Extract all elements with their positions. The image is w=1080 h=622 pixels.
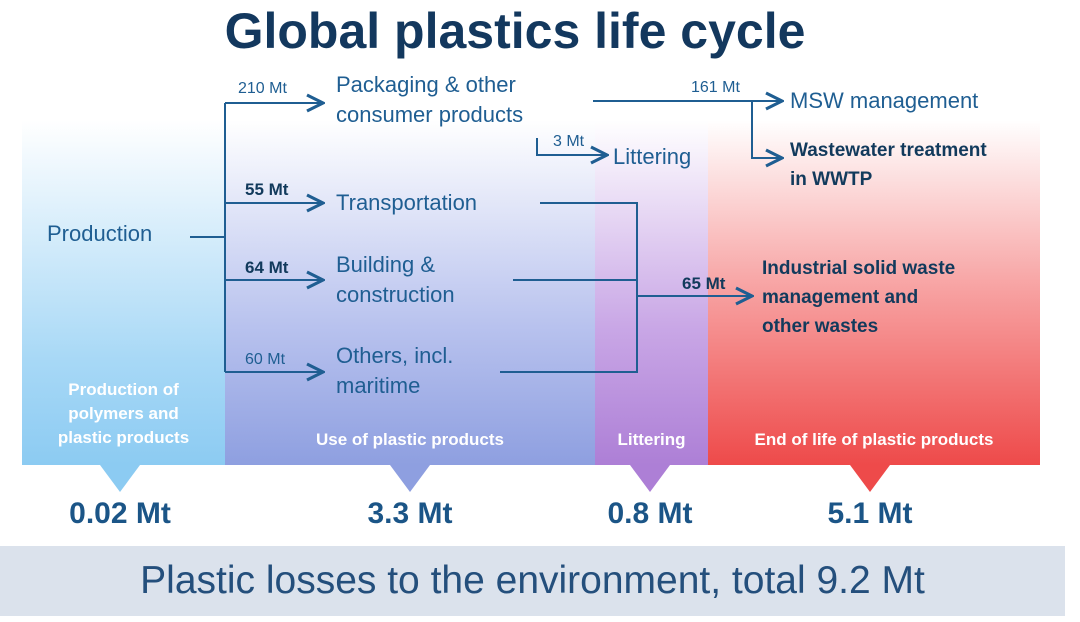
flow-label: 55 Mt [245, 180, 289, 199]
stage-band [595, 120, 708, 465]
node: Littering [613, 144, 692, 169]
node: Production [47, 221, 153, 246]
flow-label: 64 Mt [245, 258, 289, 277]
node: Building & construction [336, 252, 455, 307]
flow-label: 65 Mt [682, 274, 726, 293]
loss-value: 5.1 Mt [827, 497, 913, 530]
title: Global plastics life cycle [224, 3, 806, 59]
stage-label: Production of polymers and plastic produ… [57, 380, 190, 447]
node: Wastewater treatment in WWTP [790, 140, 987, 190]
loss-value: 0.8 Mt [607, 497, 693, 530]
node: Industrial solid waste management and ot… [762, 258, 956, 337]
stage-band [708, 120, 1040, 465]
stage-label: Use of plastic products [316, 430, 504, 449]
stage-band [22, 120, 225, 465]
loss-value: 0.02 Mt [69, 497, 171, 530]
flow-label: 60 Mt [245, 351, 286, 368]
node: MSW management [790, 88, 979, 113]
stage-band [225, 120, 595, 465]
flow-label: 161 Mt [691, 79, 740, 96]
stage-label: Littering [617, 430, 686, 449]
flow-label: 3 Mt [553, 133, 585, 150]
node: Others, incl. maritime [336, 343, 454, 398]
footer: Plastic losses to the environment, total… [0, 546, 1065, 616]
loss-value: 3.3 Mt [367, 497, 453, 530]
stage-label: End of life of plastic products [754, 430, 994, 449]
node: Packaging & other consumer products [336, 72, 524, 127]
flow-label: 210 Mt [238, 80, 287, 97]
node: Transportation [336, 190, 478, 215]
